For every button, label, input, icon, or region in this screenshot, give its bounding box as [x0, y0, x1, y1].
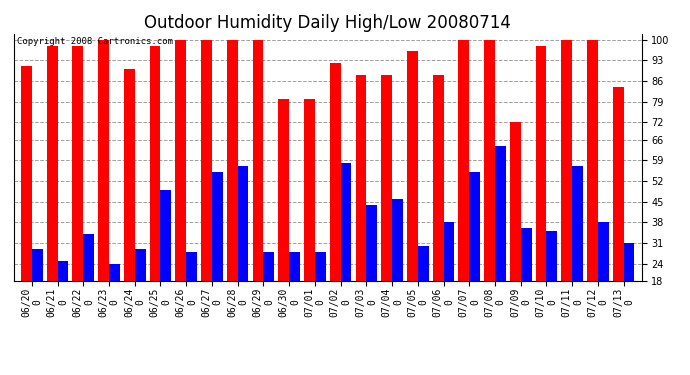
- Bar: [613, 87, 624, 281]
- Bar: [510, 122, 521, 281]
- Bar: [253, 40, 264, 281]
- Bar: [341, 164, 351, 281]
- Bar: [109, 264, 120, 281]
- Bar: [315, 252, 326, 281]
- Bar: [289, 252, 300, 281]
- Bar: [186, 252, 197, 281]
- Bar: [546, 231, 558, 281]
- Bar: [598, 222, 609, 281]
- Bar: [495, 146, 506, 281]
- Bar: [433, 75, 444, 281]
- Bar: [32, 249, 43, 281]
- Bar: [83, 234, 94, 281]
- Bar: [72, 45, 83, 281]
- Bar: [227, 40, 237, 281]
- Bar: [201, 40, 212, 281]
- Bar: [355, 75, 366, 281]
- Bar: [418, 246, 428, 281]
- Bar: [150, 45, 161, 281]
- Bar: [21, 66, 32, 281]
- Bar: [382, 75, 392, 281]
- Bar: [469, 172, 480, 281]
- Bar: [124, 69, 135, 281]
- Bar: [57, 261, 68, 281]
- Bar: [212, 172, 223, 281]
- Bar: [161, 190, 171, 281]
- Bar: [366, 205, 377, 281]
- Bar: [407, 51, 418, 281]
- Bar: [444, 222, 454, 281]
- Bar: [521, 228, 531, 281]
- Bar: [330, 63, 341, 281]
- Bar: [47, 45, 57, 281]
- Bar: [587, 40, 598, 281]
- Bar: [562, 40, 572, 281]
- Bar: [98, 40, 109, 281]
- Bar: [624, 243, 635, 281]
- Bar: [484, 40, 495, 281]
- Bar: [237, 166, 248, 281]
- Bar: [264, 252, 274, 281]
- Bar: [175, 40, 186, 281]
- Bar: [304, 99, 315, 281]
- Bar: [135, 249, 146, 281]
- Bar: [572, 166, 583, 281]
- Text: Copyright 2008 Cartronics.com: Copyright 2008 Cartronics.com: [17, 38, 172, 46]
- Title: Outdoor Humidity Daily High/Low 20080714: Outdoor Humidity Daily High/Low 20080714: [144, 14, 511, 32]
- Bar: [535, 45, 546, 281]
- Bar: [392, 199, 403, 281]
- Bar: [458, 40, 469, 281]
- Bar: [278, 99, 289, 281]
